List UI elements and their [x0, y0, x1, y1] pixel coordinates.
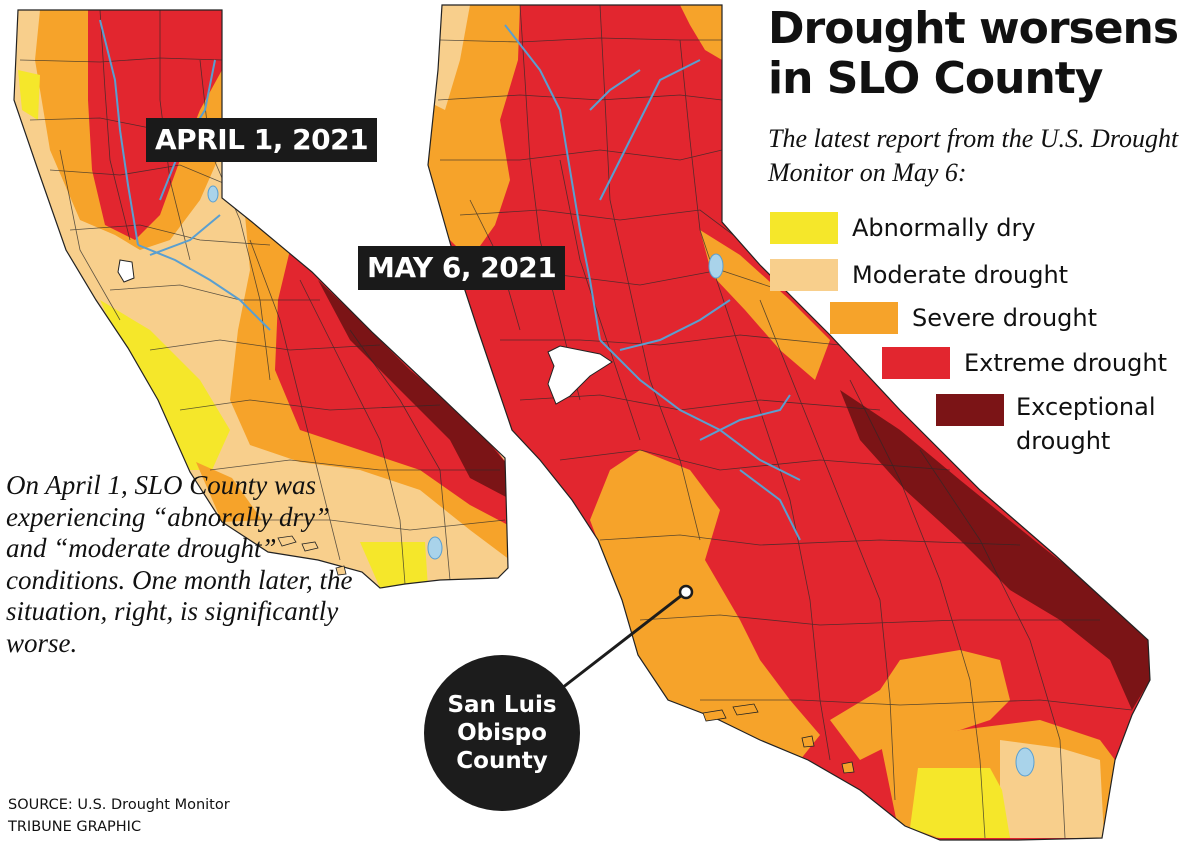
legend-swatch-moderate-drought: [770, 259, 838, 291]
legend-abnormally-dry: Abnormally dry: [770, 208, 1036, 248]
slo-callout-label: San Luis Obispo County: [447, 692, 557, 774]
legend-swatch-extreme-drought: [882, 347, 950, 379]
may-island-4: [841, 761, 855, 774]
april-state-outline: [13, 9, 509, 589]
slo-callout: San Luis Obispo County: [424, 655, 580, 811]
may-exceptional: [840, 390, 1150, 710]
may-bay: [547, 345, 613, 405]
april-severe-coast: [196, 462, 262, 522]
page-title: Drought worsens in SLO County: [768, 3, 1179, 104]
april-island-1: [277, 535, 297, 547]
april-note: On April 1, SLO County was experiencing …: [6, 470, 353, 658]
may-date-label: MAY 6, 2021: [358, 246, 566, 290]
april-dry-north: [18, 70, 40, 120]
legend-exceptional-drought: Exceptional drought: [936, 390, 1186, 462]
may-state-outline: [427, 4, 1151, 841]
slo-marker: [678, 584, 694, 600]
april-exceptional: [318, 280, 508, 498]
may-salton-sea: [1015, 747, 1035, 777]
april-salton-sea: [427, 536, 443, 560]
april-lake: [207, 185, 219, 203]
may-island-1: [702, 709, 727, 722]
slo-callout-line: [561, 590, 687, 690]
may-island-2: [732, 703, 759, 716]
credit-line: TRIBUNE GRAPHIC: [8, 819, 142, 835]
legend-label-abnormally-dry: Abnormally dry: [852, 214, 1036, 242]
legend-moderate-drought: Moderate drought: [770, 255, 1068, 295]
source-line: SOURCE: U.S. Drought Monitor: [8, 797, 230, 813]
may-severe-southcoast: [830, 650, 1010, 760]
source-block: SOURCE: U.S. Drought Monitor TRIBUNE GRA…: [8, 794, 230, 838]
legend-extreme-drought: Extreme drought: [882, 343, 1167, 383]
legend-label-extreme-drought: Extreme drought: [964, 349, 1167, 377]
april-dry-coast: [100, 300, 230, 470]
april-island-2: [301, 541, 319, 552]
april-map: [13, 9, 509, 589]
legend-label-severe-drought: Severe drought: [912, 304, 1098, 332]
page-subtitle: The latest report from the U.S. Drought …: [768, 124, 1179, 187]
may-state-base: [428, 5, 1150, 840]
legend-swatch-severe-drought: [830, 302, 898, 334]
april-island-3: [335, 565, 347, 576]
legend-label-exceptional-drought: Exceptional drought: [1016, 393, 1156, 455]
may-lake-tahoe: [708, 253, 724, 279]
april-date-label: APRIL 1, 2021: [146, 118, 378, 162]
may-dry-south: [910, 768, 1010, 838]
april-extreme-south: [275, 250, 508, 525]
april-bay: [117, 259, 135, 283]
april-dry-south: [360, 542, 428, 588]
legend-severe-drought: Severe drought: [830, 298, 1097, 338]
legend-swatch-abnormally-dry: [770, 212, 838, 244]
may-severe-east: [700, 230, 830, 380]
may-severe-northeast: [680, 5, 722, 60]
legend-label-moderate-drought: Moderate drought: [852, 261, 1069, 289]
legend-swatch-exceptional-drought: [936, 394, 1004, 426]
may-island-3: [801, 735, 815, 748]
